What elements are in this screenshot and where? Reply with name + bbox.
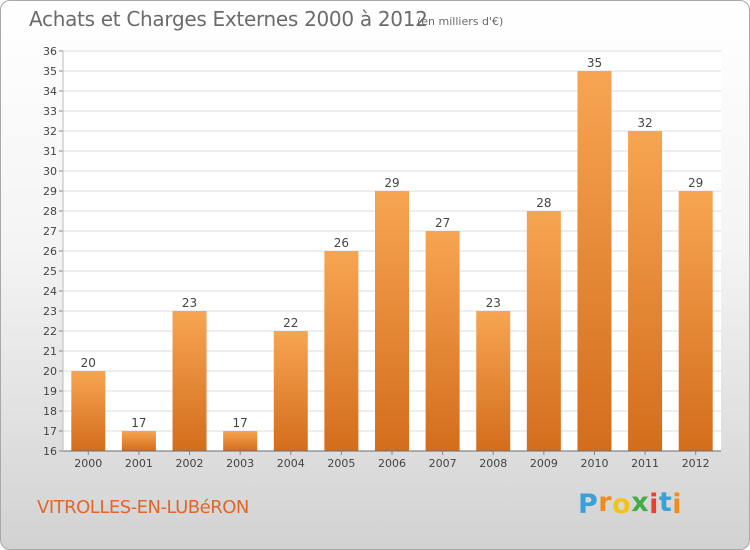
- bar-2005: [324, 251, 359, 451]
- x-tick-label-2003: 2003: [226, 457, 254, 470]
- y-tick-label: 18: [43, 405, 57, 418]
- value-label-2007: 27: [435, 216, 450, 230]
- x-tick-label-2010: 2010: [580, 457, 608, 470]
- logo-letter: P: [578, 489, 599, 520]
- x-axis-ticks: 2000 2001 2002 2003 2004 2005 2006 2007 2008 2009…: [74, 451, 710, 470]
- value-label-2009: 28: [536, 196, 551, 210]
- logo-letter: i: [672, 489, 683, 520]
- x-tick-label-2008: 2008: [479, 457, 507, 470]
- bar-2000: [71, 371, 106, 451]
- logo-letter: x: [631, 487, 650, 518]
- y-tick-label: 28: [43, 205, 57, 218]
- chart-title: Achats et Charges Externes 2000 à 2012: [29, 7, 428, 31]
- y-tick-label: 36: [43, 45, 57, 58]
- value-label-2006: 29: [384, 176, 399, 190]
- bar-2009: [526, 211, 561, 451]
- y-tick-label: 27: [43, 225, 57, 238]
- y-tick-label: 29: [43, 185, 57, 198]
- bar-2003: [223, 431, 258, 451]
- y-tick-label: 34: [43, 85, 57, 98]
- x-tick-label-2001: 2001: [125, 457, 153, 470]
- bar-2006: [375, 191, 409, 451]
- y-tick-label: 17: [43, 425, 57, 438]
- value-label-2000: 20: [81, 356, 96, 370]
- bars: [71, 71, 713, 451]
- y-tick-label: 35: [43, 65, 57, 78]
- bar-2002: [172, 311, 207, 451]
- y-tick-label: 26: [43, 245, 57, 258]
- bar-2007: [425, 231, 460, 451]
- value-label-2012: 29: [688, 176, 703, 190]
- chart-subtitle: (en milliers d'€): [417, 15, 504, 28]
- x-tick-label-2005: 2005: [327, 457, 355, 470]
- x-tick-label-2006: 2006: [378, 457, 406, 470]
- y-tick-label: 23: [43, 305, 57, 318]
- logo-letter: r: [598, 487, 613, 518]
- y-tick-label: 33: [43, 105, 57, 118]
- x-tick-label-2011: 2011: [631, 457, 659, 470]
- value-label-2002: 23: [182, 296, 197, 310]
- bar-2010: [577, 71, 612, 451]
- y-tick-label: 22: [43, 325, 57, 338]
- logo-letter: o: [612, 489, 632, 520]
- commune-name: VITROLLES-EN-LUBéRON: [37, 497, 249, 518]
- value-label-2010: 35: [587, 56, 602, 70]
- value-label-2004: 22: [283, 316, 298, 330]
- x-tick-label-2002: 2002: [176, 457, 204, 470]
- value-label-2008: 23: [486, 296, 501, 310]
- logo-letter: i: [649, 489, 659, 520]
- y-tick-label: 16: [43, 445, 57, 458]
- y-axis-ticks: 16 17 18 19 20 21 22 23 24 25 26 27 28 29 30 31 32 33 34 35…: [43, 45, 63, 458]
- y-tick-label: 19: [43, 385, 57, 398]
- value-label-2001: 17: [131, 416, 146, 430]
- y-tick-label: 30: [43, 165, 57, 178]
- x-tick-label-2009: 2009: [530, 457, 558, 470]
- bar-2001: [121, 431, 156, 451]
- y-tick-label: 31: [43, 145, 57, 158]
- y-tick-label: 21: [43, 345, 57, 358]
- value-label-2003: 17: [233, 416, 248, 430]
- x-tick-label-2004: 2004: [277, 457, 305, 470]
- y-tick-label: 24: [43, 285, 57, 298]
- y-tick-label: 32: [43, 125, 57, 138]
- x-tick-label-2000: 2000: [74, 457, 102, 470]
- x-tick-label-2012: 2012: [682, 457, 710, 470]
- value-label-2005: 26: [334, 236, 349, 250]
- value-label-2011: 32: [637, 116, 652, 130]
- proxiti-logo: Proxiti: [578, 487, 683, 520]
- bar-2011: [628, 131, 663, 451]
- y-tick-label: 20: [43, 365, 57, 378]
- x-tick-label-2007: 2007: [429, 457, 457, 470]
- bar-2004: [273, 331, 308, 451]
- y-tick-label: 25: [43, 265, 57, 278]
- value-labels: 20 17 23 17 22 26 29 27 23 28 35 32 29: [81, 56, 704, 430]
- bar-2012: [678, 191, 713, 451]
- logo-letter: t: [658, 487, 673, 518]
- bar-2008: [476, 311, 511, 451]
